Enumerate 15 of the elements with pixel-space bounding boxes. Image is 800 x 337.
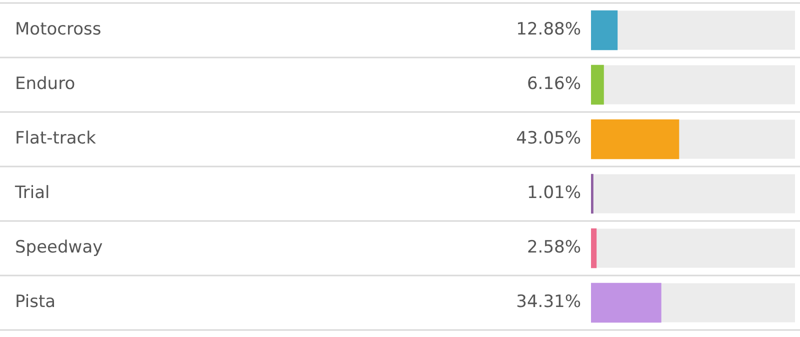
y-tick-label: Flat-track: [15, 128, 96, 149]
y-tick-label: Trial: [14, 183, 50, 204]
y-tick-label: Speedway: [15, 238, 103, 258]
bar: [591, 64, 604, 105]
bar: [591, 10, 618, 50]
data-label: 43.05%: [516, 128, 581, 149]
bar: [591, 228, 597, 268]
y-tick-label: Pista: [15, 292, 56, 312]
data-label: 6.16%: [526, 74, 581, 94]
y-tick-label: Motocross: [15, 20, 102, 40]
data-label: 12.88%: [516, 20, 581, 40]
data-label: 34.31%: [516, 292, 581, 312]
y-tick-label: Enduro: [15, 74, 76, 94]
data-label: 2.58%: [526, 238, 581, 258]
data-label: 1.01%: [526, 183, 581, 204]
